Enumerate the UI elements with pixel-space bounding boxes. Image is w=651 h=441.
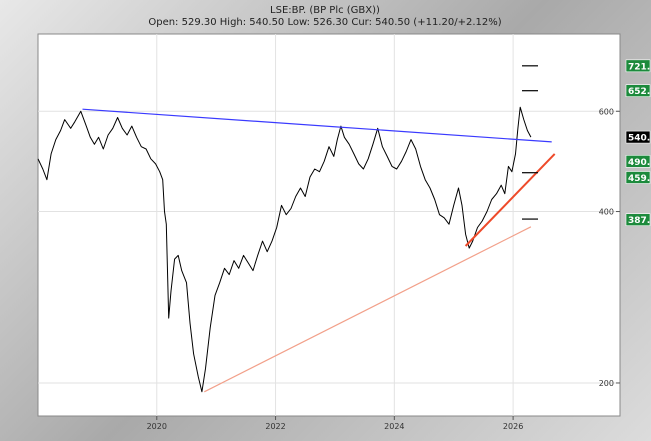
price-badge-box [625, 213, 651, 227]
price-badge-box [625, 171, 651, 184]
price-badge-label: 459. [628, 174, 650, 184]
price-badge-box [625, 155, 651, 168]
price-badge: 490. [625, 155, 651, 168]
price-badge-label: 652. [628, 87, 650, 97]
plot-area [37, 33, 621, 417]
price-badges: 721. 652. 540. 490. 459. 387. [625, 59, 651, 227]
plot-background [37, 33, 621, 417]
price-badge: 652. [625, 84, 651, 98]
price-badge-box [625, 130, 651, 144]
series-layer [37, 106, 556, 393]
price-badge: 540. [625, 130, 651, 144]
grid-lines [38, 34, 620, 416]
price-badge: 721. [625, 59, 651, 73]
trend-line [464, 153, 556, 247]
y-axis: 200 400 600 [599, 107, 620, 388]
trend-line [82, 108, 552, 143]
price-badge-label: 721. [628, 62, 650, 72]
price-badge-label: 490. [628, 158, 650, 168]
x-tick-label: 2022 [265, 422, 285, 431]
price-badge-label: 387. [628, 216, 650, 226]
price-line [37, 106, 532, 393]
y-tick-label: 400 [599, 208, 614, 217]
price-badge-box [625, 84, 651, 98]
x-tick-label: 2020 [147, 422, 167, 431]
x-tick-label: 2026 [503, 422, 523, 431]
price-badge-box [625, 59, 651, 73]
x-tick-label: 2024 [384, 422, 404, 431]
x-axis: 2020 2022 2024 2026 [147, 416, 523, 431]
y-tick-label: 600 [599, 107, 614, 116]
target-levels [522, 65, 538, 220]
y-tick-label: 200 [599, 379, 614, 388]
chart-title: LSE:BP. (BP Plc (GBX)) [270, 5, 380, 16]
price-badge-label: 540. [628, 134, 650, 144]
trend-line [204, 226, 532, 393]
price-badge: 459. [625, 171, 651, 184]
price-badge: 387. [625, 213, 651, 227]
chart-subtitle: Open: 529.30 High: 540.50 Low: 526.30 Cu… [148, 17, 501, 28]
